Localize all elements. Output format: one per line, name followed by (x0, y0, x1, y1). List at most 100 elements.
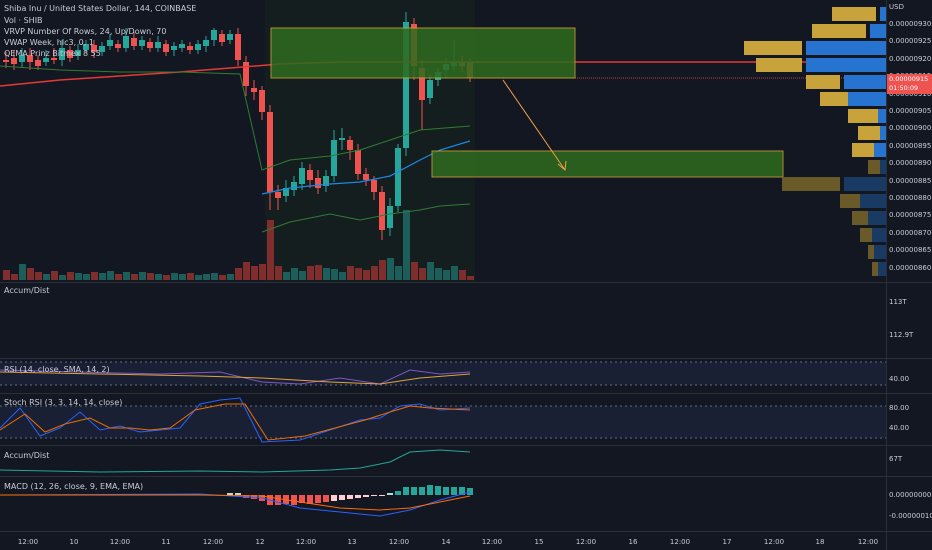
volume-profile-down (860, 228, 872, 242)
candle-body (19, 55, 25, 62)
rsi-tick: 40.00 (889, 375, 910, 383)
volume-bar (315, 265, 322, 280)
volume-bar (347, 266, 354, 280)
volume-bar (363, 270, 370, 280)
time-tick: 11 (161, 538, 171, 546)
volume-bar (235, 268, 242, 280)
indicator-qema[interactable]: QEMA Prinz Bitmex 8 55 (4, 49, 101, 58)
volume-bar (195, 275, 202, 280)
projection-arrowhead (557, 160, 567, 171)
volume-profile-up (844, 75, 886, 89)
macd-hist-bar (235, 493, 241, 495)
volume-bar (163, 275, 170, 280)
accum-dist-label[interactable]: Accum/Dist (4, 286, 50, 295)
time-tick: 12:00 (481, 538, 503, 546)
candle-body (147, 42, 153, 48)
candle-body (3, 60, 9, 62)
stochrsi-label[interactable]: Stoch RSI (3, 3, 14, 14, close) (4, 398, 123, 407)
candle-body (299, 168, 305, 184)
stoch-d (0, 403, 471, 441)
macd-hist-bar (339, 495, 345, 500)
volume-profile-up (874, 143, 886, 157)
candle-body (347, 140, 353, 150)
volume-bar (51, 271, 58, 280)
volume-profile-down (872, 262, 878, 276)
target-zone (431, 150, 784, 178)
stochrsi-tick: 40.00 (889, 424, 910, 432)
volume-profile-down (852, 143, 874, 157)
candle-body (211, 30, 217, 40)
volume-bar (275, 266, 282, 280)
pane-separator[interactable] (0, 445, 932, 446)
volume-bar (131, 274, 138, 280)
volume-profile-down (868, 245, 874, 259)
macd-hist-bar (395, 491, 401, 495)
rsi-line (0, 369, 471, 385)
candle-body (355, 150, 361, 174)
volume-profile-up (860, 194, 886, 208)
volume-profile-up (880, 126, 886, 140)
chart-title[interactable]: Shiba Inu / United States Dollar, 144, C… (4, 4, 197, 13)
time-tick: 12:00 (202, 538, 224, 546)
volume-bar (91, 272, 98, 280)
macd-hist-bar (435, 486, 441, 495)
volume-profile-down (806, 75, 840, 89)
volume-profile-down (858, 126, 880, 140)
volume-bar (155, 274, 162, 280)
pane-separator[interactable] (0, 531, 932, 532)
macd-label[interactable]: MACD (12, 26, close, 9, EMA, EMA) (4, 482, 144, 491)
candle-body (11, 58, 17, 64)
signal-line (0, 494, 471, 511)
candle-body (339, 138, 345, 140)
volume-bar (171, 273, 178, 280)
volume-bar (59, 275, 66, 280)
price-tick: 0.00000895 (889, 141, 932, 150)
price-axis[interactable] (886, 0, 932, 550)
candle-body (139, 40, 145, 46)
volume-profile-down (840, 194, 860, 208)
volume-profile-down (820, 92, 848, 106)
vwap-upper (0, 65, 471, 171)
volume-profile-up (844, 177, 886, 191)
candle-body (259, 90, 265, 112)
volume-bar (11, 274, 18, 280)
volume-bar (435, 268, 442, 280)
stochrsi-tick: 80.00 (889, 404, 910, 412)
accum-dist-line (0, 449, 471, 473)
pane-separator[interactable] (0, 282, 932, 283)
price-tick: 0.00000870 (889, 228, 932, 237)
pane-separator[interactable] (0, 358, 932, 359)
time-tick: 12:00 (575, 538, 597, 546)
price-tick: 0.00000905 (889, 107, 932, 115)
volume-bar (459, 270, 466, 280)
macd-tick: -0.00000010 (889, 512, 932, 520)
price-tick: 0.00000875 (889, 211, 932, 220)
volume-bar (419, 268, 426, 280)
price-tick: 0.00000920 (889, 54, 932, 63)
candle-body (27, 55, 33, 62)
volume-bar (107, 271, 114, 280)
accum-dist-2-label[interactable]: Accum/Dist (4, 451, 50, 460)
candle-body (419, 68, 425, 100)
volume-bar (251, 266, 258, 280)
price-tick: 0.00000890 (889, 159, 932, 168)
pane-separator[interactable] (0, 476, 932, 477)
macd-hist-bar (443, 487, 449, 495)
candle-body (243, 62, 249, 86)
rsi-label[interactable]: RSI (14, close, SMA, 14, 2) (4, 365, 110, 374)
volume-bar (307, 266, 314, 280)
macd-hist-bar (363, 495, 369, 497)
indicator-vrvp[interactable]: VRVP Number Of Rows, 24, Up/Down, 70 (4, 27, 167, 36)
volume-profile-up (878, 262, 886, 276)
candle-body (115, 44, 121, 48)
macd-hist-bar (427, 485, 433, 495)
macd-hist-bar (315, 495, 321, 503)
volume-bar (331, 269, 338, 280)
indicator-vol[interactable]: Vol · SHIB (4, 16, 43, 25)
candle-body (307, 170, 313, 180)
volume-bar (451, 266, 458, 280)
pane-separator[interactable] (0, 393, 932, 394)
indicator-vwap[interactable]: VWAP Week, hlc3, 0, 1 (4, 38, 94, 47)
volume-bar (283, 272, 290, 280)
